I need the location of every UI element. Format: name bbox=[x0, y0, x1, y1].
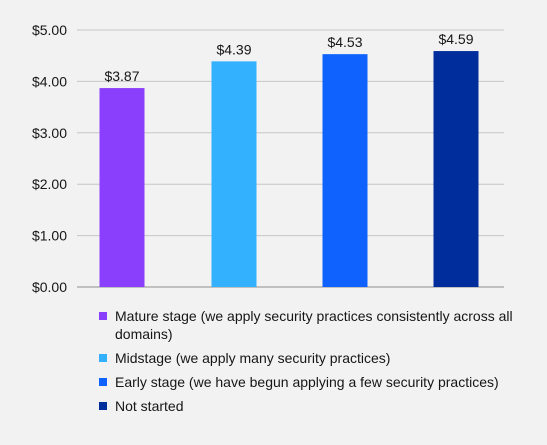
legend-label: Early stage (we have begun applying a fe… bbox=[115, 374, 499, 390]
legend-item: Mature stage (we apply security practice… bbox=[99, 307, 529, 343]
data-label: $3.87 bbox=[104, 68, 139, 84]
y-tick-label: $4.00 bbox=[32, 73, 67, 89]
data-labels: $3.87 $4.39 $4.53 $4.59 bbox=[104, 31, 473, 84]
y-tick-label: $0.00 bbox=[32, 279, 67, 295]
bar bbox=[99, 88, 145, 287]
y-tick-label: $5.00 bbox=[32, 22, 67, 38]
bars bbox=[99, 51, 479, 287]
data-label: $4.39 bbox=[216, 41, 251, 57]
gridlines bbox=[77, 29, 504, 288]
legend-item: Midstage (we apply many security practic… bbox=[99, 349, 529, 367]
legend: Mature stage (we apply security practice… bbox=[99, 307, 529, 421]
bar bbox=[433, 51, 479, 287]
legend-label: Midstage (we apply many security practic… bbox=[115, 350, 391, 366]
legend-swatch bbox=[99, 402, 107, 410]
data-label: $4.59 bbox=[438, 31, 473, 47]
data-label: $4.53 bbox=[327, 34, 362, 50]
legend-item: Early stage (we have begun applying a fe… bbox=[99, 373, 529, 391]
legend-swatch bbox=[99, 312, 107, 320]
y-tick-label: $1.00 bbox=[32, 228, 67, 244]
bar bbox=[322, 54, 368, 287]
legend-swatch bbox=[99, 378, 107, 386]
y-tick-label: $3.00 bbox=[32, 125, 67, 141]
legend-swatch bbox=[99, 354, 107, 362]
legend-item: Not started bbox=[99, 397, 529, 415]
bar bbox=[211, 61, 257, 287]
y-tick-label: $2.00 bbox=[32, 176, 67, 192]
y-axis-tick-labels: $0.00 $1.00 $2.00 $3.00 $4.00 $5.00 bbox=[32, 22, 67, 295]
legend-label: Not started bbox=[115, 398, 184, 414]
legend-label: Mature stage (we apply security practice… bbox=[115, 308, 513, 342]
